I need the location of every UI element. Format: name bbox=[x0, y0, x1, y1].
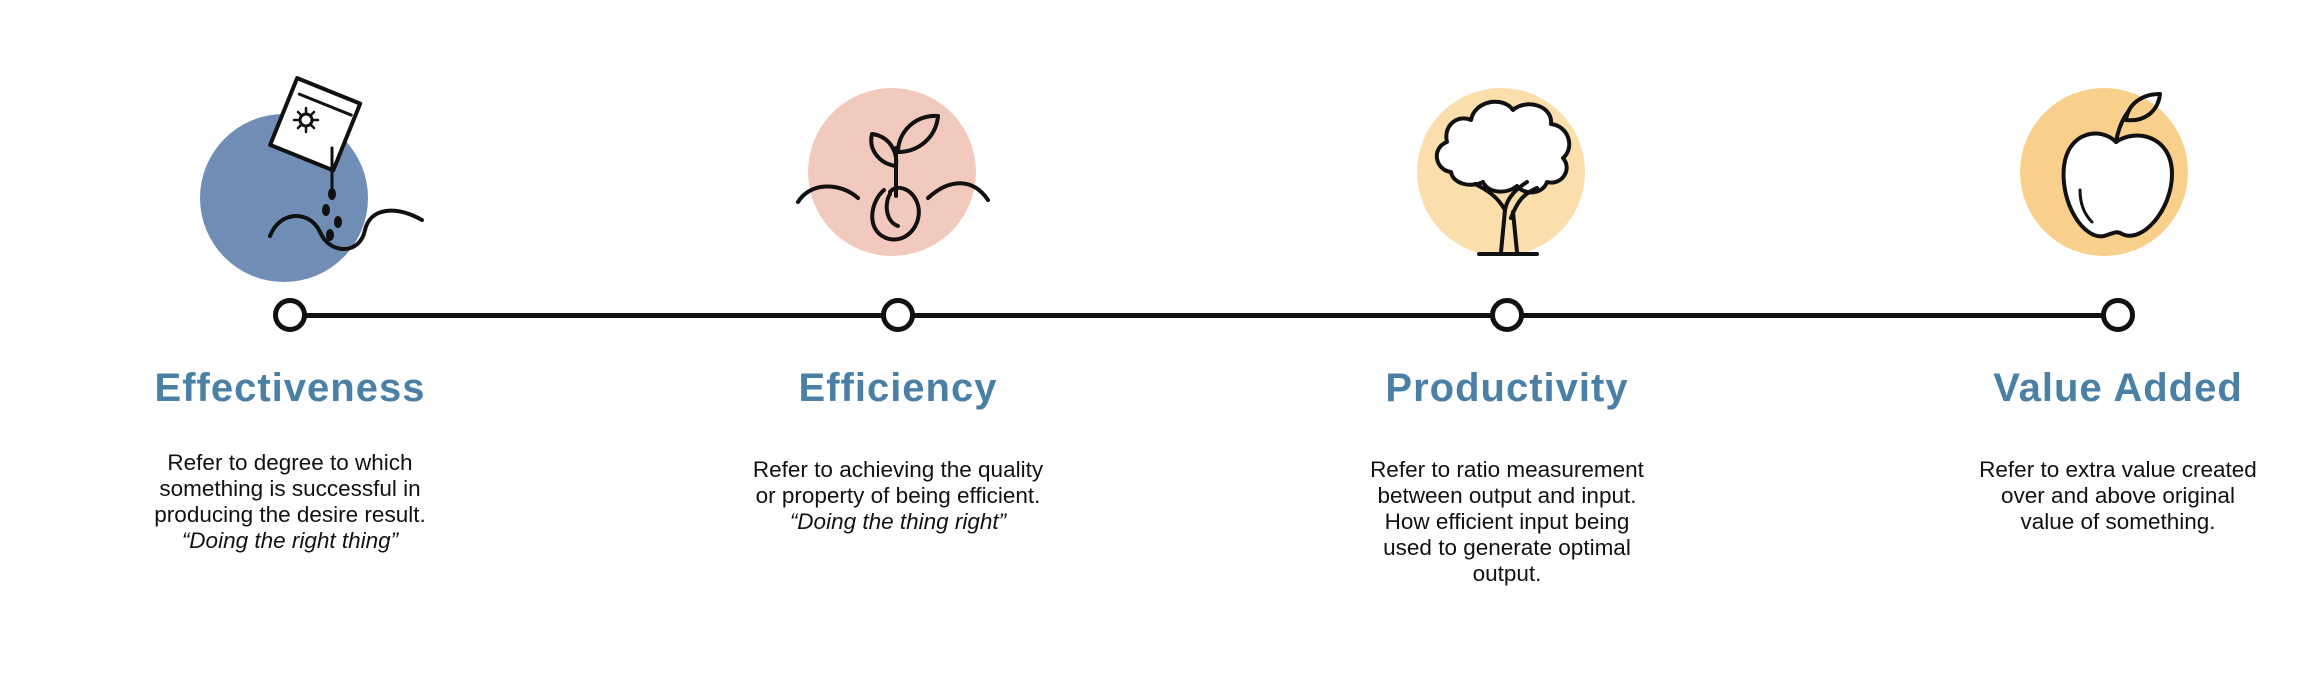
apple-icon bbox=[1988, 70, 2248, 290]
stage-quote: “Doing the thing right” bbox=[789, 509, 1007, 534]
efficiency-circle bbox=[808, 88, 976, 256]
timeline-node bbox=[1490, 298, 1524, 332]
seed-packet-icon bbox=[160, 70, 424, 290]
stage-efficiency: Efficiency Refer to achieving the qualit… bbox=[638, 0, 1158, 700]
timeline-node bbox=[273, 298, 307, 332]
stage-value-added: Value Added Refer to extra value created… bbox=[1858, 0, 2324, 700]
stage-description: Refer to degree to which something is su… bbox=[30, 450, 550, 554]
stage-title: Productivity bbox=[1385, 366, 1629, 410]
timeline-node bbox=[2101, 298, 2135, 332]
timeline-line bbox=[282, 313, 2108, 318]
stage-quote: “Doing the right thing” bbox=[181, 528, 399, 553]
stage-title: Efficiency bbox=[798, 366, 998, 410]
stage-description: Refer to achieving the quality or proper… bbox=[638, 457, 1158, 535]
sprout-icon bbox=[768, 70, 1028, 290]
stage-effectiveness: Effectiveness Refer to degree to which s… bbox=[30, 0, 550, 700]
stage-title: Effectiveness bbox=[154, 366, 426, 410]
tree-icon bbox=[1377, 70, 1637, 290]
stage-description: Refer to extra value created over and ab… bbox=[1979, 457, 2257, 534]
stage-title: Value Added bbox=[1993, 366, 2243, 410]
stage-productivity: Productivity Refer to ratio measurement … bbox=[1247, 0, 1767, 700]
stage-description: Refer to ratio measurement between outpu… bbox=[1370, 457, 1644, 586]
timeline-node bbox=[881, 298, 915, 332]
